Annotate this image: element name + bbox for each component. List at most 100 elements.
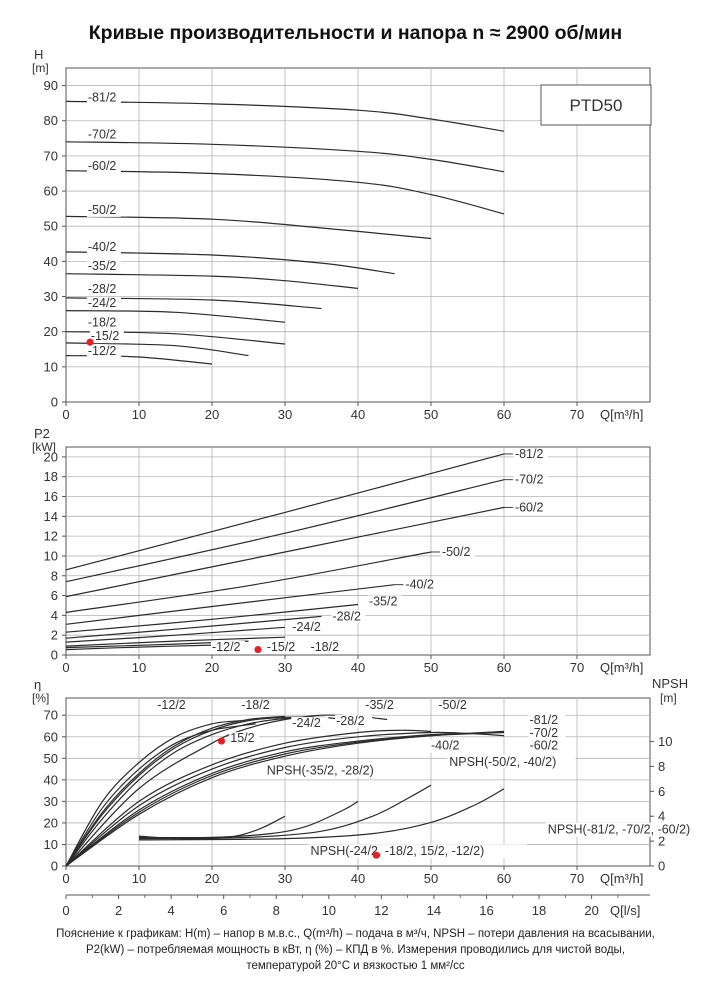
efficiency-label-backdrop: [229, 732, 260, 746]
head-series-label: -40/2: [88, 240, 117, 254]
flow-ls-tick-label: 2: [115, 903, 122, 918]
efficiency-label-backdrop: [430, 739, 467, 753]
power-y-tick-label: 8: [51, 568, 58, 583]
efficiency-series-label: -81/2: [530, 713, 559, 727]
power-series-label-backdrop: [404, 578, 439, 592]
npsh-label-backdrop: [447, 754, 576, 769]
power-series-line: [65, 644, 213, 651]
power-y-tick-label: 16: [44, 489, 58, 504]
power-series-label-backdrop: [440, 545, 475, 559]
npsh-y-tick-label: 8: [658, 759, 665, 774]
efficiency-series-line: [65, 731, 468, 867]
power-series-line: [65, 479, 505, 583]
head-x-axis-label: Q[m³/h]: [600, 407, 643, 422]
efficiency-label-backdrop: [240, 698, 278, 712]
flow-ls-axis-label: Q[l/s]: [610, 903, 640, 918]
npsh-y-tick-label: 4: [658, 809, 665, 824]
power-y-tick-label: 18: [44, 469, 58, 484]
efficiency-label-backdrop: [528, 713, 566, 727]
head-y-tick-label: 90: [44, 78, 58, 93]
power-x-tick-label: 20: [205, 660, 219, 675]
efficiency-label-backdrop: [528, 739, 566, 753]
flow-ls-tick-label: 10: [322, 903, 336, 918]
charts-canvas: 0 10 20 30 40 50 60 700102030405060708090H[m]Q[…: [32, 47, 691, 918]
power-series-label: -35/2: [369, 594, 398, 608]
efficiency-series-label: -24/2: [292, 716, 321, 730]
page-title: Кривые производительности и напора n ≈ 2…: [88, 22, 623, 44]
efficiency-x-tick-label: 0: [62, 871, 69, 886]
power-x-axis-label: Q[m³/h]: [600, 660, 643, 675]
efficiency-y-axis-label: η: [34, 677, 41, 692]
power-y-tick-label: 0: [51, 648, 58, 663]
npsh-y-tick-label: 2: [658, 834, 665, 849]
efficiency-y-tick-label: 40: [44, 772, 58, 787]
head-series-label: -35/2: [88, 259, 117, 273]
efficiency-series-label: -18/2: [241, 698, 270, 712]
head-series-label: -50/2: [88, 203, 117, 217]
power-x-tick-label: 40: [351, 660, 365, 675]
head-x-tick-label: 30: [278, 407, 292, 422]
efficiency-x-tick-label: 10: [132, 871, 146, 886]
footnote-line: Пояснение к графикам: H(m) – напор в м.в…: [56, 928, 655, 940]
flow-ls-tick-label: 14: [427, 903, 441, 918]
npsh-axis-label: NPSH: [652, 676, 688, 691]
power-series-label: -28/2: [332, 609, 361, 623]
flow-ls-tick-label: 16: [479, 903, 493, 918]
power-series-label: -60/2: [515, 500, 544, 514]
head-series-line: [65, 310, 286, 323]
power-y-tick-label: 12: [44, 529, 58, 544]
npsh-y-tick-label: 0: [658, 859, 665, 874]
efficiency-y-unit-label: [%]: [32, 691, 49, 705]
head-x-tick-label: 40: [351, 407, 365, 422]
efficiency-y-tick-label: 60: [44, 729, 58, 744]
power-series-label-backdrop: [367, 595, 402, 609]
head-series-line: [65, 215, 432, 240]
efficiency-series-line: [65, 715, 286, 867]
power-series-line: [65, 636, 286, 647]
head-x-tick-label: 50: [424, 407, 438, 422]
head-series-line: [65, 273, 359, 289]
head-red-marker: [86, 338, 94, 346]
head-y-tick-label: 20: [44, 324, 58, 339]
flow-ls-tick-label: 12: [374, 903, 388, 918]
head-x-tick-label: 20: [205, 407, 219, 422]
head-y-tick-label: 30: [44, 289, 58, 304]
head-y-tick-label: 50: [44, 219, 58, 234]
head-series-line: [65, 100, 505, 132]
head-series-label: -81/2: [88, 90, 117, 104]
head-y-tick-label: 70: [44, 148, 58, 163]
head-series-label-backdrop: [89, 330, 124, 344]
power-y-tick-label: 14: [44, 509, 58, 524]
head-chart: 0 10 20 30 40 50 60 70 0 10 20 30 40 50 60 70 80 90 H[m] Q[…: [32, 47, 651, 422]
power-chart: 0 10 20 30 40 50 60 70 0 2 4 6 8 10 12 14 16 18 20 P2[kW] Q[…: [32, 426, 651, 675]
power-series-label-backdrop: [309, 641, 344, 655]
efficiency-y-tick-label: 70: [44, 708, 58, 723]
power-series-label: -24/2: [292, 620, 321, 634]
efficiency-series-label: -60/2: [530, 739, 559, 753]
power-series-label-backdrop: [291, 621, 326, 635]
head-series-label: -12/2: [88, 344, 117, 358]
power-series-label-backdrop: [331, 610, 366, 624]
flow-ls-label-backdrop: [608, 901, 656, 918]
power-series-label: -81/2: [515, 447, 544, 461]
efficiency-y-tick-label: 20: [44, 815, 58, 830]
efficiency-series-label: 15/2: [230, 731, 254, 745]
efficiency-y-tick-label: 0: [51, 859, 58, 874]
footnote: Пояснение к графикам: H(m) – напор в м.в…: [20, 926, 691, 974]
efficiency-series-label: -12/2: [157, 698, 186, 712]
power-series-label-backdrop: [513, 473, 548, 487]
npsh-y-tick-label: 10: [658, 734, 672, 749]
footnote-line: температурой 20°С и вязкостью 1 мм²/сс: [246, 960, 465, 972]
efficiency-label-backdrop: [291, 717, 329, 731]
efficiency-series-label: -70/2: [530, 726, 559, 740]
power-series-label-backdrop: [265, 641, 300, 655]
efficiency-x-tick-label: 40: [351, 871, 365, 886]
npsh-series-line: [138, 788, 505, 841]
efficiency-x-tick-label: 30: [278, 871, 292, 886]
head-series-label-backdrop: [86, 159, 121, 173]
efficiency-series-label: -40/2: [431, 739, 460, 753]
head-series-label-backdrop: [86, 203, 121, 217]
efficiency-label-backdrop: [437, 698, 475, 712]
efficiency-series-line: [65, 716, 315, 867]
head-y-axis-label: H: [34, 47, 43, 62]
